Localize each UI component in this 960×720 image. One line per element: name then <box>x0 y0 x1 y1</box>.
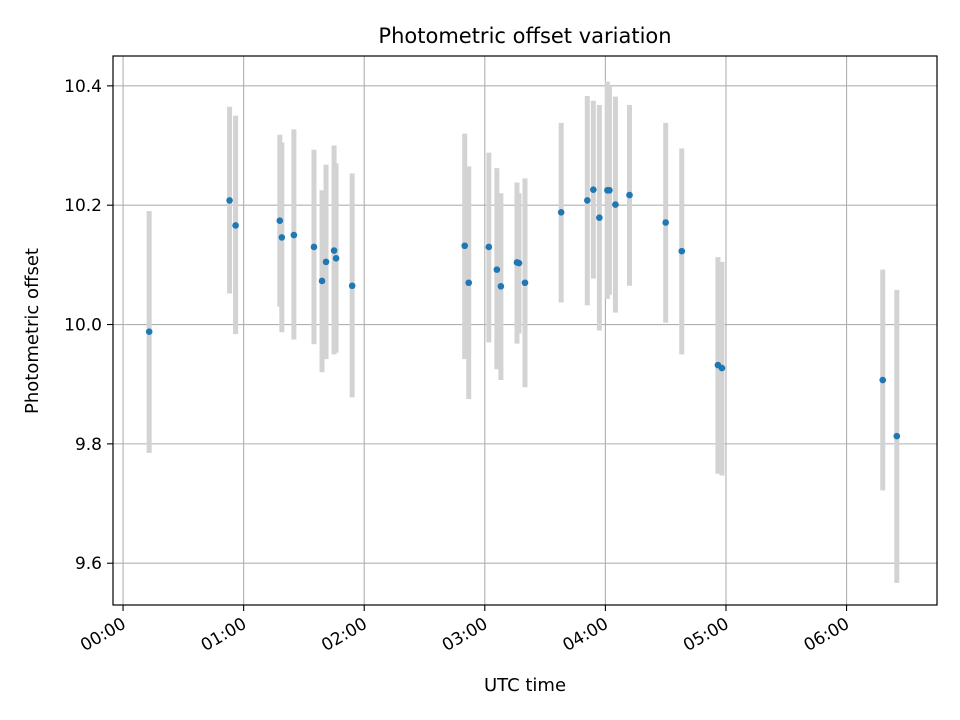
x-axis-label: UTC time <box>484 675 566 696</box>
data-point <box>278 234 286 241</box>
data-point <box>521 279 529 287</box>
y-axis-label: Photometric offset <box>22 248 43 414</box>
data-point <box>465 279 473 287</box>
data-point <box>348 282 356 290</box>
plot-frame <box>112 55 938 606</box>
data-point <box>145 328 153 335</box>
data-point <box>662 219 669 226</box>
data-point <box>718 364 726 372</box>
data-point <box>290 231 298 239</box>
data-point <box>879 376 887 384</box>
data-point <box>678 247 686 255</box>
data-point <box>493 266 501 273</box>
data-point <box>461 242 469 250</box>
data-point <box>584 197 591 204</box>
data-point <box>310 243 318 251</box>
data-point <box>515 259 523 267</box>
data-point <box>485 243 493 251</box>
data-point <box>626 191 633 199</box>
y-tick-label: 10.2 <box>64 196 102 216</box>
data-point <box>497 283 505 290</box>
data-point <box>330 247 338 254</box>
point-layer <box>145 186 901 440</box>
chart-title: Photometric offset variation <box>378 24 671 48</box>
data-point <box>612 201 619 208</box>
y-tick-label: 9.6 <box>75 554 102 574</box>
data-point <box>276 217 284 224</box>
data-point <box>318 277 326 285</box>
data-point <box>332 254 340 262</box>
data-point <box>322 258 330 266</box>
data-point <box>893 432 901 440</box>
y-tick-label: 10.0 <box>64 316 102 336</box>
data-point <box>226 197 233 204</box>
data-point <box>557 209 565 216</box>
grid-layer <box>113 56 937 605</box>
data-point <box>232 222 239 229</box>
y-tick-label: 9.8 <box>75 435 102 455</box>
data-point <box>596 214 603 222</box>
data-point <box>606 186 613 194</box>
data-point <box>590 186 597 193</box>
y-tick-label: 10.4 <box>64 77 102 97</box>
